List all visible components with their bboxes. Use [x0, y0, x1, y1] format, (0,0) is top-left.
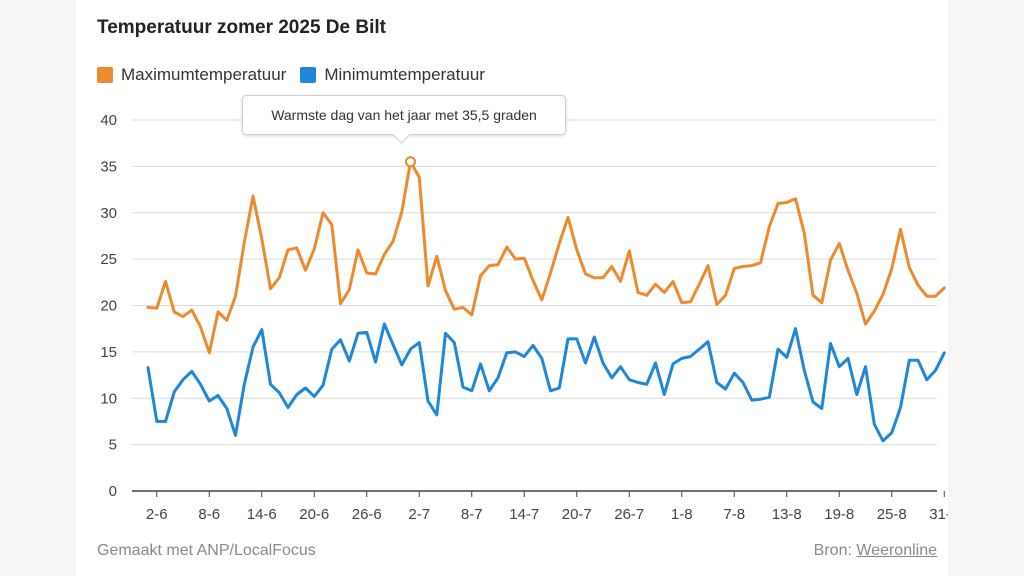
chart-card: Temperatuur zomer 2025 De Bilt Maximumte…	[76, 0, 948, 576]
x-tick-label: 13-8	[772, 506, 802, 523]
legend-label-max: Maximumtemperatuur	[121, 65, 287, 84]
legend: Maximumtemperatuur Minimumtemperatuur	[97, 65, 499, 85]
annotation-text: Warmste dag van het jaar met 35,5 graden	[271, 107, 537, 123]
line-chart: 0 5 10 15 20 25 30 35 40 2-6 8-6 14-6 20-6 26-6 2-7 8-7…	[100, 112, 948, 523]
legend-swatch-min	[300, 67, 317, 83]
legend-item-max[interactable]: Maximumtemperatuur	[97, 65, 286, 85]
y-tick-label: 5	[109, 437, 117, 454]
x-tick-label: 7-8	[723, 506, 745, 523]
source-link[interactable]: Weeronline	[856, 542, 937, 559]
x-tick-label: 31-8	[929, 506, 948, 523]
y-tick-label: 10	[100, 390, 117, 407]
x-tick-label: 20-7	[562, 506, 592, 523]
x-tick-label: 2-7	[408, 506, 430, 523]
left-background	[0, 0, 76, 576]
x-tick-label: 26-6	[352, 506, 382, 523]
y-tick-label: 35	[100, 158, 117, 175]
y-tick-label: 40	[100, 112, 117, 129]
annotation-tooltip: Warmste dag van het jaar met 35,5 graden	[242, 95, 566, 135]
legend-swatch-max	[97, 67, 113, 83]
x-tick-label: 26-7	[614, 506, 644, 523]
y-tick-label: 30	[100, 205, 117, 222]
y-tick-label: 20	[100, 298, 117, 315]
x-tick-label: 19-8	[824, 506, 854, 523]
x-tick-label: 20-6	[299, 506, 329, 523]
footer-credit: Gemaakt met ANP/LocalFocus	[97, 542, 316, 559]
source-prefix: Bron:	[813, 542, 857, 559]
footer-source: Bron: Weeronline	[814, 542, 937, 560]
x-tick-label: 14-7	[509, 506, 539, 523]
series-line-max	[146, 160, 946, 355]
x-tick-label: 14-6	[247, 506, 277, 523]
legend-label-min: Minimumtemperatuur	[324, 65, 485, 84]
x-tick-label: 2-6	[146, 506, 168, 523]
legend-item-min[interactable]: Minimumtemperatuur	[300, 65, 485, 85]
y-tick-label: 15	[100, 344, 117, 361]
y-tick-label: 25	[100, 251, 117, 268]
x-tick-label: 25-8	[877, 506, 907, 523]
chart-title: Temperatuur zomer 2025 De Bilt	[97, 17, 386, 38]
x-tick-label: 8-7	[461, 506, 483, 523]
right-background	[948, 0, 1024, 576]
series-line-min	[146, 322, 946, 443]
annotation-marker	[405, 156, 416, 168]
x-tick-label: 1-8	[671, 506, 693, 523]
y-tick-label: 0	[109, 483, 117, 500]
x-tick-label: 8-6	[198, 506, 220, 523]
